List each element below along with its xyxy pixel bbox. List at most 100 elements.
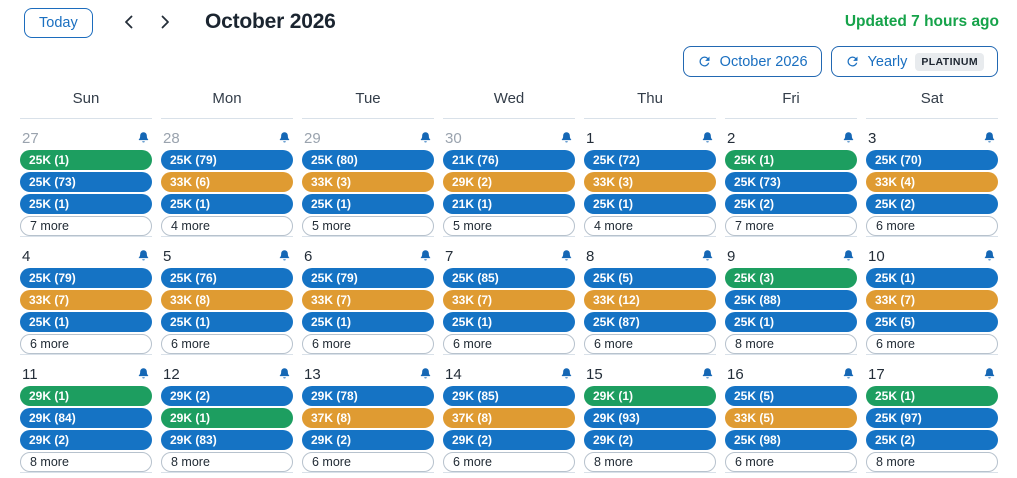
bell-icon[interactable]: [560, 131, 573, 145]
bell-icon[interactable]: [560, 367, 573, 381]
event-pill[interactable]: 25K (70): [866, 150, 998, 170]
bell-icon[interactable]: [701, 131, 714, 145]
event-pill[interactable]: 29K (85): [443, 386, 575, 406]
event-pill[interactable]: 25K (76): [161, 268, 293, 288]
bell-icon[interactable]: [278, 367, 291, 381]
more-button[interactable]: 6 more: [443, 452, 575, 472]
bell-icon[interactable]: [842, 367, 855, 381]
event-pill[interactable]: 29K (78): [302, 386, 434, 406]
event-pill[interactable]: 25K (1): [20, 150, 152, 170]
event-pill[interactable]: 25K (2): [866, 430, 998, 450]
bell-icon[interactable]: [137, 367, 150, 381]
event-pill[interactable]: 29K (1): [20, 386, 152, 406]
event-pill[interactable]: 25K (1): [20, 312, 152, 332]
more-button[interactable]: 8 more: [725, 334, 857, 354]
event-pill[interactable]: 25K (5): [725, 386, 857, 406]
event-pill[interactable]: 25K (1): [20, 194, 152, 214]
more-button[interactable]: 8 more: [20, 452, 152, 472]
more-button[interactable]: 5 more: [443, 216, 575, 236]
bell-icon[interactable]: [842, 249, 855, 263]
event-pill[interactable]: 25K (5): [584, 268, 716, 288]
event-pill[interactable]: 25K (1): [443, 312, 575, 332]
event-pill[interactable]: 25K (1): [725, 312, 857, 332]
more-button[interactable]: 6 more: [302, 334, 434, 354]
more-button[interactable]: 6 more: [443, 334, 575, 354]
more-button[interactable]: 6 more: [866, 334, 998, 354]
event-pill[interactable]: 25K (79): [302, 268, 434, 288]
bell-icon[interactable]: [278, 131, 291, 145]
event-pill[interactable]: 25K (72): [584, 150, 716, 170]
more-button[interactable]: 6 more: [584, 334, 716, 354]
event-pill[interactable]: 29K (84): [20, 408, 152, 428]
more-button[interactable]: 6 more: [161, 334, 293, 354]
event-pill[interactable]: 33K (7): [866, 290, 998, 310]
event-pill[interactable]: 25K (1): [866, 386, 998, 406]
more-button[interactable]: 4 more: [584, 216, 716, 236]
event-pill[interactable]: 25K (98): [725, 430, 857, 450]
more-button[interactable]: 6 more: [20, 334, 152, 354]
bell-icon[interactable]: [419, 367, 432, 381]
previous-month-button[interactable]: [116, 11, 142, 35]
more-button[interactable]: 8 more: [161, 452, 293, 472]
event-pill[interactable]: 29K (2): [161, 386, 293, 406]
next-month-button[interactable]: [152, 11, 178, 35]
event-pill[interactable]: 33K (5): [725, 408, 857, 428]
event-pill[interactable]: 33K (3): [584, 172, 716, 192]
event-pill[interactable]: 29K (93): [584, 408, 716, 428]
event-pill[interactable]: 25K (1): [866, 268, 998, 288]
event-pill[interactable]: 33K (12): [584, 290, 716, 310]
more-button[interactable]: 6 more: [866, 216, 998, 236]
event-pill[interactable]: 33K (7): [443, 290, 575, 310]
more-button[interactable]: 6 more: [725, 452, 857, 472]
event-pill[interactable]: 33K (7): [20, 290, 152, 310]
event-pill[interactable]: 25K (87): [584, 312, 716, 332]
event-pill[interactable]: 25K (80): [302, 150, 434, 170]
event-pill[interactable]: 25K (79): [20, 268, 152, 288]
bell-icon[interactable]: [983, 249, 996, 263]
bell-icon[interactable]: [137, 249, 150, 263]
event-pill[interactable]: 29K (2): [20, 430, 152, 450]
yearly-view-button[interactable]: Yearly PLATINUM: [830, 46, 998, 77]
event-pill[interactable]: 29K (2): [443, 430, 575, 450]
event-pill[interactable]: 29K (1): [161, 408, 293, 428]
more-button[interactable]: 7 more: [20, 216, 152, 236]
event-pill[interactable]: 25K (73): [725, 172, 857, 192]
bell-icon[interactable]: [701, 367, 714, 381]
event-pill[interactable]: 25K (2): [866, 194, 998, 214]
event-pill[interactable]: 33K (3): [302, 172, 434, 192]
bell-icon[interactable]: [842, 131, 855, 145]
more-button[interactable]: 6 more: [302, 452, 434, 472]
event-pill[interactable]: 25K (97): [866, 408, 998, 428]
event-pill[interactable]: 21K (76): [443, 150, 575, 170]
bell-icon[interactable]: [560, 249, 573, 263]
event-pill[interactable]: 25K (3): [725, 268, 857, 288]
event-pill[interactable]: 25K (1): [725, 150, 857, 170]
today-button[interactable]: Today: [24, 8, 93, 38]
event-pill[interactable]: 25K (1): [584, 194, 716, 214]
more-button[interactable]: 8 more: [584, 452, 716, 472]
event-pill[interactable]: 21K (1): [443, 194, 575, 214]
event-pill[interactable]: 25K (5): [866, 312, 998, 332]
event-pill[interactable]: 29K (83): [161, 430, 293, 450]
event-pill[interactable]: 25K (1): [161, 194, 293, 214]
refresh-month-button[interactable]: October 2026: [682, 46, 822, 77]
event-pill[interactable]: 33K (7): [302, 290, 434, 310]
more-button[interactable]: 8 more: [866, 452, 998, 472]
event-pill[interactable]: 37K (8): [443, 408, 575, 428]
more-button[interactable]: 5 more: [302, 216, 434, 236]
event-pill[interactable]: 33K (4): [866, 172, 998, 192]
bell-icon[interactable]: [419, 249, 432, 263]
event-pill[interactable]: 29K (2): [443, 172, 575, 192]
bell-icon[interactable]: [701, 249, 714, 263]
event-pill[interactable]: 29K (2): [302, 430, 434, 450]
bell-icon[interactable]: [983, 131, 996, 145]
event-pill[interactable]: 29K (1): [584, 386, 716, 406]
more-button[interactable]: 4 more: [161, 216, 293, 236]
event-pill[interactable]: 25K (73): [20, 172, 152, 192]
bell-icon[interactable]: [419, 131, 432, 145]
event-pill[interactable]: 33K (6): [161, 172, 293, 192]
event-pill[interactable]: 29K (2): [584, 430, 716, 450]
event-pill[interactable]: 25K (1): [161, 312, 293, 332]
more-button[interactable]: 7 more: [725, 216, 857, 236]
event-pill[interactable]: 33K (8): [161, 290, 293, 310]
